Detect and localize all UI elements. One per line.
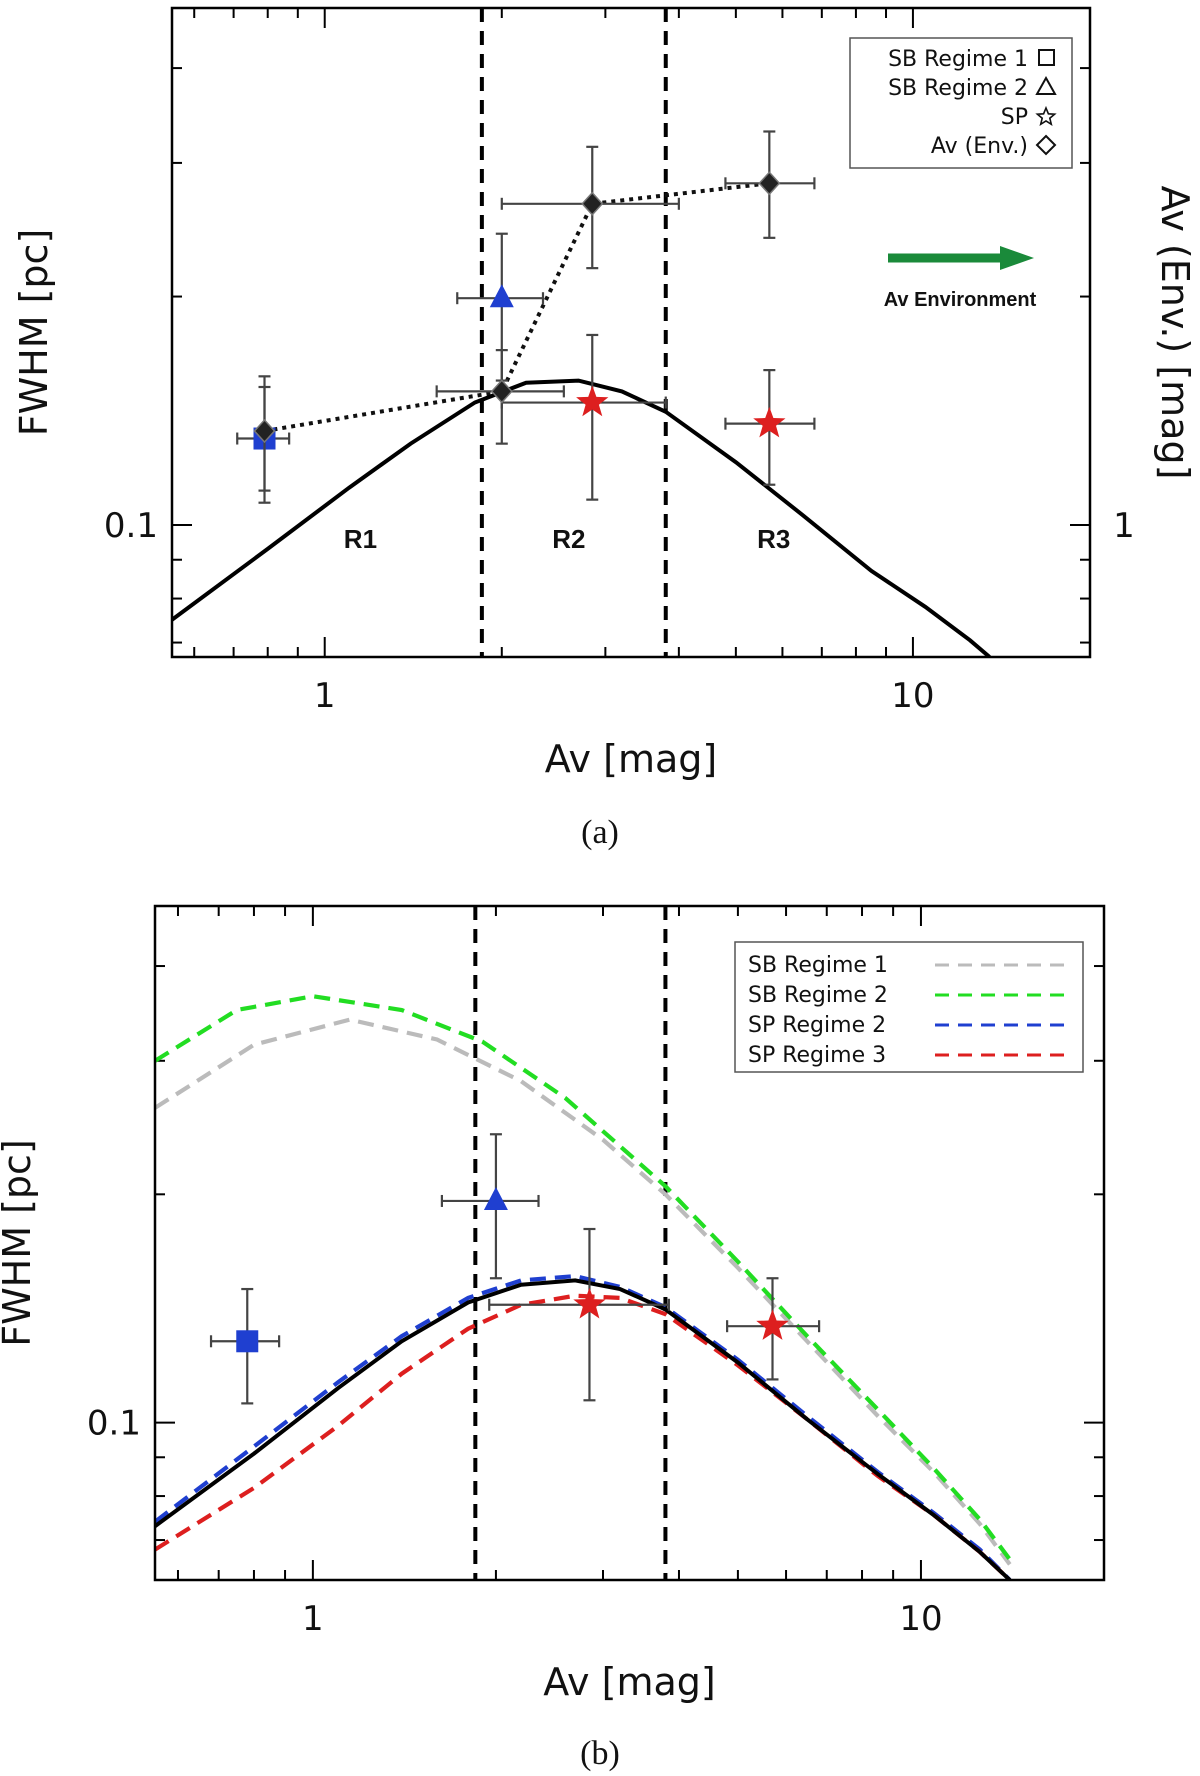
- panel-a-x-axis-label: Av [mag]: [545, 737, 717, 781]
- legend-a-entry-sb2: SB Regime 2: [888, 76, 1028, 101]
- model-curve-dashed: [155, 994, 1012, 1561]
- panel-b-frame: [153, 904, 1106, 1582]
- legend-b-entry-sp2: SP Regime 2: [748, 1013, 886, 1038]
- panel-b-y-axis-label: FWHM [pc]: [0, 1139, 39, 1347]
- model-curve-dashed: [155, 1017, 1012, 1566]
- star-marker: [573, 1287, 606, 1319]
- legend-b-entry-sb2: SB Regime 2: [748, 983, 888, 1008]
- triangle-icon: [1035, 75, 1057, 95]
- region-label: R1: [344, 524, 377, 554]
- legend-b-entry-sp3: SP Regime 3: [748, 1043, 886, 1068]
- panel-b-legend: SB Regime 1 SB Regime 2 SP Regime 2 SP R…: [734, 941, 1084, 1073]
- panel-b-curves: [155, 994, 1012, 1580]
- star-icon: [1035, 105, 1057, 127]
- model-curve-solid: [155, 1278, 1012, 1580]
- triangle-marker: [483, 1186, 508, 1210]
- panel-a: 1 10 0.1 1 R1 R2 R3 Av [mag] FWHM [pc] Av (En…: [12, 6, 1197, 851]
- av-environment-annotation: Av Environment: [884, 246, 1037, 311]
- x-tick-label: 10: [899, 1599, 942, 1639]
- diamond-marker: [253, 418, 276, 444]
- y-tick-label: 0.1: [104, 506, 158, 546]
- square-marker: [236, 1330, 259, 1353]
- diamond-marker: [758, 171, 781, 196]
- panel-b-points: [209, 1133, 821, 1405]
- region-label: R3: [757, 524, 790, 554]
- legend-a-entry-sp: SP: [1001, 105, 1028, 130]
- diamond-icon: [1035, 134, 1057, 156]
- region-label: R2: [552, 524, 585, 554]
- star-marker: [756, 1309, 789, 1340]
- square-icon: [1038, 49, 1055, 66]
- panel-a-frame: [170, 6, 1092, 659]
- legend-a-entry-av-env: Av (Env.): [931, 134, 1028, 159]
- av-environment-label: Av Environment: [884, 289, 1037, 311]
- av-env-connector: [264, 181, 770, 433]
- panel-b-caption: (b): [580, 1735, 620, 1772]
- model-curve-solid: [172, 378, 991, 657]
- panel-b: 1 10 0.1 Av [mag] FWHM [pc] SB Regime 1 SB…: [0, 904, 1106, 1772]
- panel-a-legend-box: [849, 37, 1073, 169]
- model-curve-dashed: [155, 1273, 1012, 1580]
- panel-b-region-dividers: [473, 906, 668, 1580]
- x-tick-label: 1: [302, 1599, 324, 1639]
- diamond-marker: [581, 191, 604, 216]
- x-tick-label: 1: [314, 676, 336, 716]
- triangle-marker: [489, 284, 514, 308]
- model-curve-dashed: [155, 1293, 1012, 1580]
- panel-b-tick-labels: 1 10 0.1: [87, 1404, 943, 1639]
- legend-b-entry-sb1: SB Regime 1: [748, 953, 888, 978]
- panel-a-region-labels: R1 R2 R3: [344, 524, 791, 554]
- arrowhead-icon: [1000, 246, 1034, 270]
- panel-a-ticks: [172, 8, 1091, 657]
- panel-a-region-dividers: [479, 8, 668, 657]
- right-y-tick-label: 1: [1113, 506, 1135, 546]
- panel-a-tick-labels: 1 10 0.1 1: [104, 506, 1135, 716]
- panel-b-legend-box: [734, 941, 1084, 1073]
- diamond-marker: [490, 379, 513, 404]
- star-marker: [576, 385, 609, 417]
- panel-b-x-axis-label: Av [mag]: [543, 1660, 715, 1704]
- panel-a-legend: SB Regime 1 SB Regime 2 SP Av (Env.): [849, 37, 1073, 169]
- panel-a-caption: (a): [581, 814, 619, 851]
- panel-a-curves: [172, 181, 991, 657]
- legend-a-entry-sb1: SB Regime 1: [888, 47, 1028, 72]
- panel-a-right-y-axis-label: Av (Env.) [mag]: [1153, 186, 1197, 480]
- panel-a-y-axis-label: FWHM [pc]: [12, 229, 56, 437]
- x-tick-label: 10: [891, 676, 934, 716]
- panel-a-points: [236, 130, 816, 504]
- y-tick-label: 0.1: [87, 1404, 141, 1444]
- star-marker: [753, 406, 786, 438]
